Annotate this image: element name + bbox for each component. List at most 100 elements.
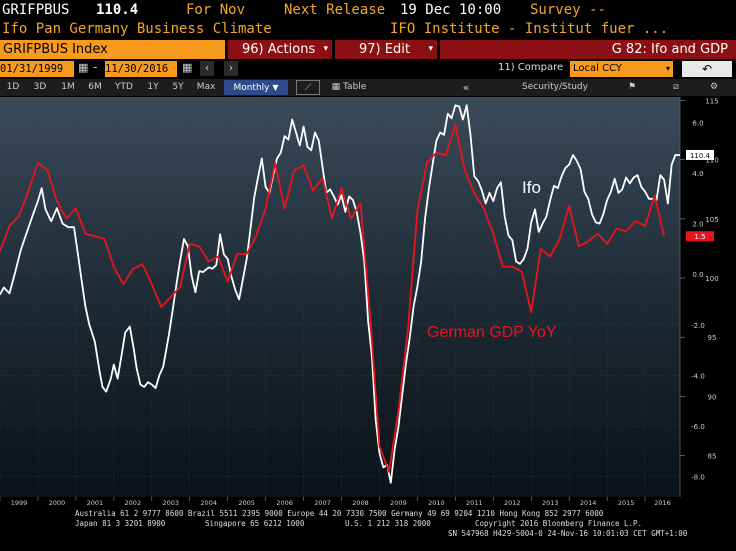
- table-button[interactable]: ▦ Table: [326, 80, 372, 95]
- currency-select[interactable]: Local CCY ▾: [570, 61, 673, 77]
- security-study-label: Security/Study: [522, 82, 588, 92]
- end-calendar-icon[interactable]: ▦: [182, 61, 193, 74]
- currency-value: Local CCY: [573, 63, 622, 74]
- for-label: For Nov: [186, 2, 246, 18]
- period-select[interactable]: Monthly ▼: [224, 80, 288, 95]
- next-release-value: 19 Dec 10:00: [400, 2, 502, 18]
- actions-button[interactable]: 96) Actions ▾: [228, 40, 332, 59]
- x-tick-label: 2014: [580, 499, 597, 507]
- start-date-input[interactable]: 01/31/1999: [0, 61, 74, 77]
- actions-label: 96) Actions: [242, 42, 316, 57]
- x-tick-label: 2005: [238, 499, 255, 507]
- table-icon: ▦: [331, 82, 341, 92]
- range-1y-button[interactable]: 1Y: [147, 82, 159, 92]
- ticker-value: 110.4: [96, 2, 139, 18]
- x-tick-label: 2011: [466, 499, 483, 507]
- actions-dropdown-icon: ▾: [323, 44, 328, 54]
- ifo-series-line: [0, 104, 680, 484]
- right-tick-label: 85: [708, 453, 717, 461]
- line-chart-button[interactable]: ⟋: [296, 80, 320, 95]
- footer-copyright: Copyright 2016 Bloomberg Finance L.P.: [475, 519, 643, 528]
- double-chevron-left-icon: «: [462, 81, 470, 94]
- footer-serial: SN 547968 H429-5004-0 24-Nov-16 10:01:03…: [448, 529, 688, 538]
- range-toolbar: 1D 3D 1M 6M YTD 1Y 5Y Max Monthly ▼ ⟋ ▦ …: [0, 79, 736, 96]
- axis-panel: [680, 97, 736, 507]
- back-button[interactable]: ↶: [682, 61, 732, 77]
- gdp-annotation: German GDP YoY: [427, 324, 557, 341]
- settings-button[interactable]: ⚙: [704, 80, 724, 95]
- annotate-icon: ⧄: [673, 82, 679, 92]
- x-tick-label: 2007: [314, 499, 331, 507]
- chevron-left-icon: ‹: [205, 63, 209, 74]
- x-tick-label: 2006: [276, 499, 293, 507]
- flag-button[interactable]: ⚑: [622, 80, 642, 95]
- ifo-gdp-chart[interactable]: 1999 2000 2001 2002 2003 2004 2005 2006 2007 2008…: [0, 97, 736, 507]
- last-value-tags: 110.4 1.5: [686, 149, 714, 242]
- source-name: IFO Institute - Institut fuer ...: [390, 21, 669, 37]
- x-tick-label: 2003: [162, 499, 179, 507]
- range-1d-button[interactable]: 1D: [6, 82, 20, 92]
- x-tick-label: 2013: [542, 499, 559, 507]
- edit-dropdown-icon: ▾: [428, 44, 433, 54]
- x-tick-label: 2004: [200, 499, 217, 507]
- edit-button[interactable]: 97) Edit ▾: [335, 40, 437, 59]
- left-tick-label: 6.0: [692, 119, 703, 127]
- undo-arrow-icon: ↶: [701, 62, 713, 76]
- x-axis: 1999 2000 2001 2002 2003 2004 2005 2006 2007 2008…: [0, 497, 736, 507]
- end-date: 11/30/2016: [105, 63, 169, 75]
- index-field[interactable]: GRIFPBUS Index: [0, 40, 225, 59]
- collapse-button[interactable]: «: [448, 80, 484, 95]
- right-tick-label: 105: [705, 216, 718, 224]
- compare-label[interactable]: 11) Compare: [498, 62, 564, 73]
- period-value: Monthly: [233, 83, 270, 93]
- ticker-bar: GRIFPBUS 110.4 For Nov Next Release 19 D…: [0, 0, 736, 20]
- start-calendar-icon[interactable]: ▦: [78, 61, 89, 74]
- range-6m-button[interactable]: 6M: [88, 82, 102, 92]
- right-tick-label: 100: [705, 275, 718, 283]
- currency-dropdown-icon: ▾: [665, 64, 670, 73]
- function-toolbar: GRIFPBUS Index 96) Actions ▾ 97) Edit ▾ …: [0, 40, 736, 59]
- date-range-bar: 01/31/1999 ▦ - 11/30/2016 ▦ ‹ › 11) Comp…: [0, 60, 736, 78]
- survey-label: Survey --: [530, 2, 606, 18]
- x-tick-label: 2001: [87, 499, 104, 507]
- range-5y-button[interactable]: 5Y: [172, 82, 184, 92]
- left-tick-label: -8.0: [691, 474, 705, 482]
- footer-singapore: Singapore 65 6212 1000: [205, 519, 305, 528]
- x-tick-label: 2016: [654, 499, 671, 507]
- table-label: Table: [343, 82, 367, 92]
- ifo-last-value-tag: [686, 149, 714, 160]
- next-period-button[interactable]: ›: [224, 61, 238, 76]
- range-max-button[interactable]: Max: [196, 82, 216, 92]
- flag-icon: ⚑: [627, 82, 637, 92]
- annotate-button[interactable]: ⧄: [666, 80, 686, 95]
- range-1m-button[interactable]: 1M: [61, 82, 75, 92]
- range-ytd-button[interactable]: YTD: [115, 82, 133, 92]
- right-tick-label: 115: [705, 98, 718, 106]
- start-date: 01/31/1999: [0, 63, 64, 75]
- x-tick-label: 2015: [618, 499, 635, 507]
- ifo-annotation: Ifo: [522, 178, 541, 197]
- x-tick-label: 2010: [428, 499, 445, 507]
- range-3d-button[interactable]: 3D: [33, 82, 47, 92]
- description-bar: Ifo Pan Germany Business Climate IFO Ins…: [0, 20, 736, 40]
- end-date-input[interactable]: 11/30/2016: [105, 61, 177, 77]
- gear-icon: ⚙: [709, 82, 719, 92]
- right-tick-label: 110: [705, 157, 718, 165]
- x-tick-label: 2008: [352, 499, 369, 507]
- footer-us: U.S. 1 212 318 2000: [345, 519, 431, 528]
- left-tick-label: 0.0: [692, 271, 703, 279]
- left-value-axis: -8.0 -6.0 -4.0 -2.0 0.0 2.0 4.0 6.0: [691, 119, 705, 481]
- security-description: Ifo Pan Germany Business Climate: [2, 21, 272, 37]
- prev-period-button[interactable]: ‹: [200, 61, 214, 76]
- left-tick-label: -2.0: [691, 322, 705, 330]
- x-tick-label: 2009: [390, 499, 407, 507]
- ifo-last-value: 110.4: [690, 152, 711, 160]
- security-study-button[interactable]: Security/Study: [505, 80, 605, 95]
- plot-background: [0, 97, 680, 507]
- right-value-axis: 85 90 95 100 105 110 115: [679, 97, 719, 497]
- chart-name-field[interactable]: G 82: Ifo and GDP: [440, 40, 736, 59]
- date-separator: -: [93, 60, 98, 74]
- left-tick-label: 2.0: [692, 221, 703, 229]
- line-chart-icon: ⟋: [304, 83, 312, 93]
- series-lines: [0, 104, 680, 484]
